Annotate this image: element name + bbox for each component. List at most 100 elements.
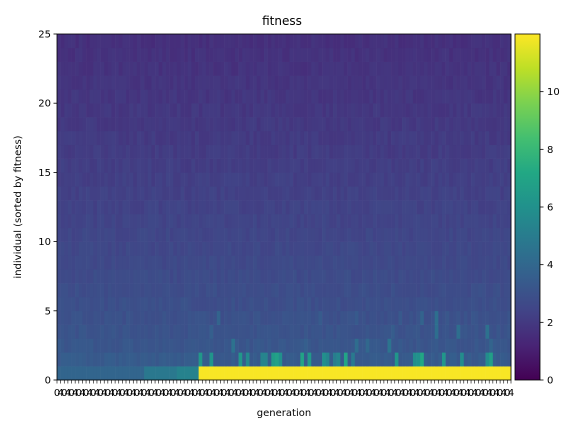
heatmap-cell [412, 172, 417, 187]
heatmap-cell [431, 47, 436, 62]
x-tick-label: 0 [61, 388, 67, 399]
x-tick-label: 0 [83, 388, 89, 399]
heatmap-cell [449, 213, 454, 229]
heatmap-cell [118, 338, 123, 353]
heatmap-cell [311, 34, 316, 49]
heatmap-cell [365, 338, 370, 353]
heatmap-cell [198, 186, 203, 201]
heatmap-cell [195, 61, 199, 76]
heatmap-cell [343, 117, 348, 132]
heatmap-cell [191, 103, 196, 118]
heatmap-cell [474, 213, 479, 229]
heatmap-cell [234, 324, 239, 339]
heatmap-cell [75, 61, 80, 76]
heatmap-cell [362, 324, 367, 339]
heatmap-cell [89, 255, 94, 270]
heatmap-cell [100, 130, 105, 146]
heatmap-cell [481, 283, 486, 298]
heatmap-cell [456, 89, 461, 104]
heatmap-cell [264, 158, 268, 173]
heatmap-cell [409, 227, 414, 242]
heatmap-cell [253, 89, 258, 104]
heatmap-cell [431, 213, 436, 229]
x-tick-label: 4 [166, 388, 172, 399]
heatmap-cell [463, 255, 468, 270]
heatmap-cell [136, 89, 141, 104]
heatmap-cell [122, 241, 127, 256]
heatmap-cell [220, 200, 225, 215]
heatmap-cell [478, 158, 483, 173]
heatmap-cell [311, 75, 316, 90]
heatmap-cell [176, 227, 181, 242]
heatmap-cell [434, 172, 439, 187]
heatmap-cell [358, 269, 363, 284]
heatmap-cell [293, 352, 298, 367]
heatmap-cell [507, 227, 512, 242]
heatmap-cell [431, 255, 436, 270]
heatmap-cell [387, 338, 392, 353]
heatmap-cell [195, 283, 199, 298]
heatmap-cell [140, 324, 145, 339]
heatmap-cell [478, 34, 483, 49]
heatmap-cell [423, 47, 428, 62]
heatmap-cell [191, 338, 196, 353]
heatmap-cell [136, 186, 141, 201]
heatmap-cell [311, 186, 316, 201]
heatmap-cell [452, 172, 457, 187]
heatmap-cell [354, 34, 359, 49]
heatmap-cell [118, 61, 123, 76]
x-tick-label: 4 [268, 388, 274, 399]
heatmap-cell [245, 172, 250, 187]
heatmap-cell [438, 255, 443, 270]
heatmap-cell [387, 158, 392, 173]
heatmap-cell [325, 158, 330, 173]
heatmap-cell [467, 338, 472, 353]
heatmap-cell [57, 366, 61, 381]
heatmap-cell [296, 75, 301, 90]
heatmap-cell [303, 103, 308, 118]
heatmap-cell [391, 352, 396, 367]
heatmap-cell [198, 296, 203, 312]
heatmap-cell [184, 117, 189, 132]
heatmap-cell [155, 310, 159, 325]
heatmap-cell [195, 117, 199, 132]
heatmap-cell [115, 34, 120, 49]
heatmap-cell [300, 255, 305, 270]
heatmap-cell [205, 227, 210, 242]
heatmap-cell [329, 310, 334, 325]
heatmap-cell [409, 75, 414, 90]
heatmap-cell [122, 75, 127, 90]
heatmap-cell [260, 103, 265, 118]
heatmap-cell [322, 89, 327, 104]
heatmap-cell [144, 269, 149, 284]
heatmap-cell [162, 227, 167, 242]
heatmap-cell [362, 172, 367, 187]
heatmap-cell [107, 269, 112, 284]
heatmap-cell [293, 158, 298, 173]
heatmap-cell [227, 269, 232, 284]
heatmap-cell [449, 296, 454, 312]
heatmap-cell [176, 366, 181, 381]
heatmap-cell [405, 283, 410, 298]
heatmap-cell [354, 186, 359, 201]
heatmap-cell [126, 283, 130, 298]
heatmap-cell [180, 227, 185, 242]
heatmap-cell [129, 255, 134, 270]
heatmap-cell [173, 103, 178, 118]
heatmap-cell [180, 130, 185, 146]
heatmap-cell [460, 213, 465, 229]
heatmap-cell [452, 366, 457, 381]
heatmap-cell [449, 61, 454, 76]
heatmap-cell [333, 269, 337, 284]
heatmap-cell [325, 255, 330, 270]
heatmap-cell [456, 269, 461, 284]
heatmap-cell [456, 103, 461, 118]
x-tick-label: 0 [264, 388, 270, 399]
heatmap-cell [343, 227, 348, 242]
heatmap-cell [405, 47, 410, 62]
heatmap-cell [336, 296, 341, 312]
heatmap-cell [129, 310, 134, 325]
heatmap-cell [122, 144, 127, 159]
heatmap-cell [300, 34, 305, 49]
